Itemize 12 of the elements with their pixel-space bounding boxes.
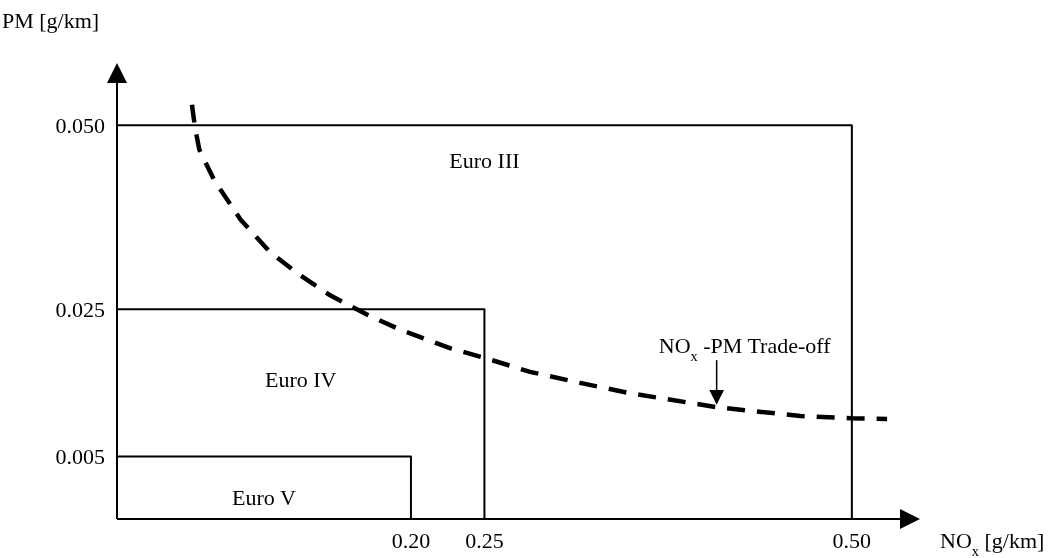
y-tick-label: 0.050 xyxy=(55,113,105,139)
x-tick-label: 0.25 xyxy=(465,528,504,553)
series-label: Euro III xyxy=(449,148,520,174)
y-tick-label: 0.025 xyxy=(55,296,105,322)
y-tick-label: 0.005 xyxy=(55,444,105,470)
x-axis-title: NO$_{x}$ [g/km] xyxy=(940,528,1045,558)
annotation: NO$_{x}$ -PM Trade-off xyxy=(658,333,832,365)
x-tick-label: 0.50 xyxy=(832,528,872,553)
text: Euro IV xyxy=(264,366,337,392)
series-label: Euro V xyxy=(232,485,296,511)
x-tick-label: 0.20 xyxy=(391,528,431,553)
y-axis-title: PM [g/km] xyxy=(2,8,100,33)
